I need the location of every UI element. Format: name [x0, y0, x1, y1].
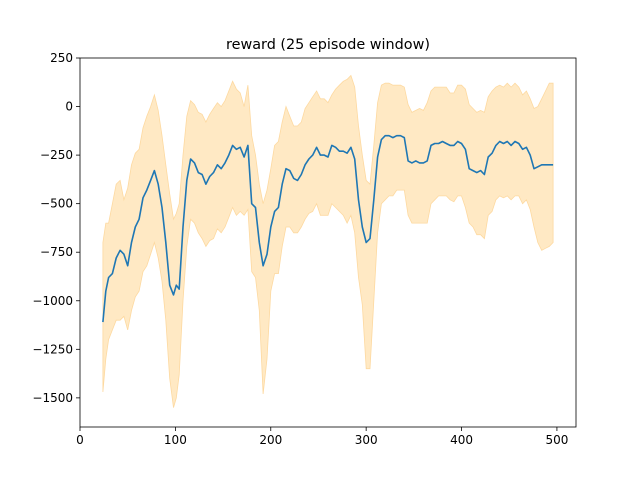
axes	[79, 57, 577, 428]
x-tick-label: 500	[545, 433, 568, 447]
y-tick-label: −1500	[32, 391, 73, 405]
x-tick-label: 300	[355, 433, 378, 447]
x-tick-label: 100	[164, 433, 187, 447]
axes-frame	[79, 57, 577, 428]
x-tick-label: 400	[450, 433, 473, 447]
y-tick-label: −250	[40, 148, 73, 162]
y-tick-label: −750	[40, 245, 73, 259]
std-band	[102, 74, 554, 408]
mean-reward-line	[102, 134, 554, 323]
x-tick-label: 200	[259, 433, 282, 447]
chart-title: reward (25 episode window)	[226, 37, 430, 53]
y-tick-label: −1250	[32, 342, 73, 356]
y-tick-label: −1000	[32, 294, 73, 308]
x-tick-label: 0	[76, 433, 84, 447]
std-band-layer	[102, 74, 554, 408]
y-tick-label: 0	[65, 100, 73, 114]
x-axis-ticks: 0 100 200 300 400 500	[76, 427, 568, 447]
y-tick-label: −500	[40, 197, 73, 211]
y-tick-label: 250	[50, 51, 73, 65]
y-axis-ticks: 250 0 −250 −500 −750 −1000 −1250 −1500	[32, 51, 80, 405]
mean-line-layer	[102, 134, 554, 323]
